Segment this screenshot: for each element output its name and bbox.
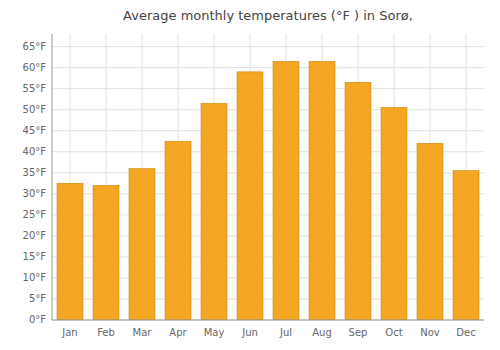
x-tick-label: Mar: [133, 327, 153, 338]
y-tick-label: 45°F: [23, 125, 47, 136]
bar: [273, 61, 299, 320]
x-tick-label: Feb: [97, 327, 115, 338]
bar: [237, 72, 263, 320]
y-tick-label: 0°F: [29, 314, 46, 325]
x-tick-label: Jun: [241, 327, 258, 338]
y-grid-line: [52, 130, 484, 131]
y-tick-label: 15°F: [23, 251, 47, 262]
x-tick-label: Sep: [349, 327, 368, 338]
bar: [201, 103, 227, 320]
y-grid-line: [52, 88, 484, 89]
bar: [345, 82, 371, 320]
bars: [57, 61, 479, 320]
bar: [417, 143, 443, 320]
bar: [309, 61, 335, 320]
bar: [93, 185, 119, 320]
y-grid-line: [52, 320, 484, 321]
y-tick-label: 30°F: [23, 188, 47, 199]
x-tick-label: Apr: [169, 327, 187, 338]
bar: [57, 183, 83, 320]
x-tick-label: Oct: [385, 327, 402, 338]
y-tick-label: 55°F: [23, 83, 47, 94]
y-grid-line: [52, 109, 484, 110]
bar: [453, 171, 479, 320]
y-tick-label: 40°F: [23, 146, 47, 157]
y-tick-label: 5°F: [29, 293, 46, 304]
x-tick-label: Jul: [279, 327, 292, 338]
x-tick-label: Jan: [61, 327, 77, 338]
x-axis-line: [52, 320, 484, 321]
y-grid-line: [52, 46, 484, 47]
y-tick-label: 10°F: [23, 272, 47, 283]
y-axis-line: [52, 34, 53, 320]
y-grid-line: [52, 67, 484, 68]
y-tick-label: 20°F: [23, 230, 47, 241]
bar: [129, 169, 155, 320]
axis-labels: 0°F 5°F 10°F 15°F 20°F 25°F 30°F 35°F 40°F 45°F 50…: [23, 41, 476, 338]
title: Average monthly temperatures (°F ) in So…: [123, 8, 413, 23]
y-tick-label: 50°F: [23, 104, 47, 115]
bar: [165, 141, 191, 320]
x-tick-label: Dec: [456, 327, 475, 338]
bar: [381, 108, 407, 320]
chart: 0°F 5°F 10°F 15°F 20°F 25°F 30°F 35°F 40°F 45°F 50…: [0, 0, 500, 350]
y-tick-label: 25°F: [23, 209, 47, 220]
x-tick-label: Aug: [312, 327, 332, 338]
grid: [52, 34, 484, 320]
x-tick-label: Nov: [420, 327, 440, 338]
x-tick-label: May: [204, 327, 225, 338]
chart-container: 0°F 5°F 10°F 15°F 20°F 25°F 30°F 35°F 40°F 45°F 50…: [0, 0, 500, 350]
y-tick-label: 35°F: [23, 167, 47, 178]
y-tick-label: 60°F: [23, 62, 47, 73]
y-tick-label: 65°F: [23, 41, 47, 52]
